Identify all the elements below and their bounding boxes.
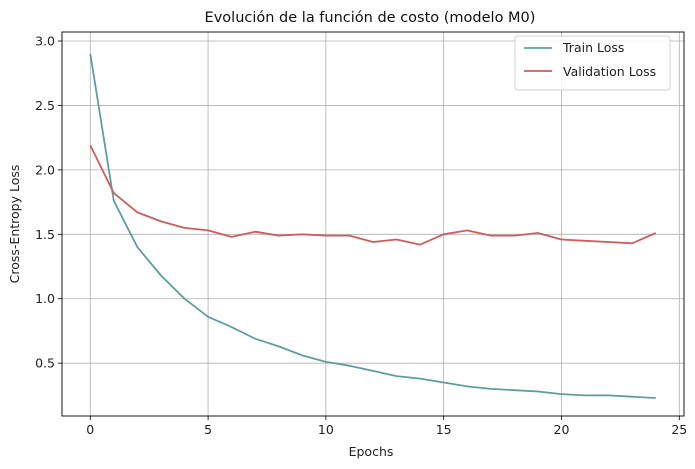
x-tick-label: 20 bbox=[554, 422, 570, 437]
axis-ticks: 0 5 10 15 20 25 0.5 1.0 1.5 2.0 2.5 3.0 bbox=[35, 34, 687, 437]
y-tick-label: 3.0 bbox=[35, 34, 55, 49]
y-tick-label: 2.0 bbox=[35, 162, 55, 177]
y-axis-label: Cross-Entropy Loss bbox=[7, 165, 22, 284]
y-tick-label: 0.5 bbox=[35, 356, 55, 371]
y-tick-label: 1.5 bbox=[35, 227, 55, 242]
x-tick-label: 25 bbox=[671, 422, 687, 437]
series-line-validation-loss bbox=[89, 145, 657, 246]
series-line-train-loss bbox=[89, 53, 656, 399]
legend-box bbox=[514, 35, 671, 91]
x-axis-label: Epochs bbox=[349, 444, 394, 459]
y-tick-label: 2.5 bbox=[35, 98, 55, 113]
plot-frame bbox=[61, 31, 685, 417]
legend-label-train-loss: Train Loss bbox=[562, 40, 624, 55]
series-layer bbox=[89, 53, 657, 399]
y-tick-label: 1.0 bbox=[35, 291, 55, 306]
x-tick-label: 5 bbox=[204, 422, 212, 437]
legend: Train Loss Validation Loss bbox=[514, 35, 671, 91]
chart-title: Evolución de la función de costo (modelo… bbox=[205, 10, 536, 26]
legend-label-validation-loss: Validation Loss bbox=[563, 64, 656, 79]
x-tick-label: 0 bbox=[86, 422, 94, 437]
x-tick-label: 15 bbox=[436, 422, 452, 437]
grid-lines bbox=[62, 32, 684, 416]
x-tick-label: 10 bbox=[318, 422, 334, 437]
